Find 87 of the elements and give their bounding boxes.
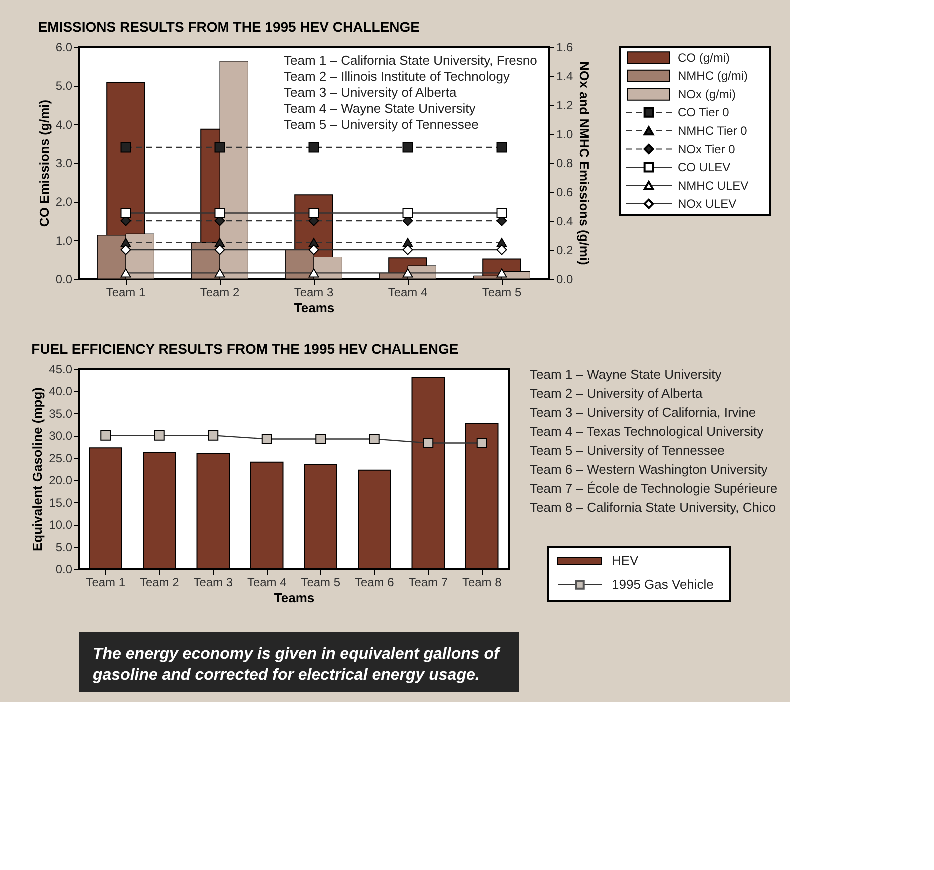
point: [316, 434, 326, 444]
legend-label: NOx (g/mi): [678, 87, 736, 102]
y-tick-label: 0.0: [56, 272, 73, 286]
y2-tick-label: 0.0: [556, 272, 574, 286]
y2-tick-label: 0.2: [556, 244, 574, 258]
annotation: Team 2 – Illinois Institute of Technology: [284, 69, 510, 84]
x-tick-label: Team 5: [301, 576, 341, 590]
legend-label: CO ULEV: [678, 160, 731, 175]
x-tick-label: Team 3: [194, 576, 234, 590]
y-tick-label: 1.0: [56, 234, 73, 248]
y2-tick-label: 0.6: [556, 186, 574, 200]
y2-axis-title: NOx and NMHC Emissions (g/mi): [577, 62, 592, 266]
y-tick-label: 5.0: [56, 79, 73, 94]
point: [308, 268, 320, 278]
text: Team 2 – University of Alberta: [530, 386, 704, 401]
y-tick-label: 0.0: [56, 562, 73, 576]
legend-label: NMHC (g/mi): [678, 69, 748, 84]
annotation: Team 1 – California State University, Fresno: [284, 53, 538, 68]
point: [369, 434, 380, 444]
y-tick-label: 20.0: [49, 474, 73, 488]
x-axis-title: Teams: [274, 590, 315, 606]
x-tick-label: Team 2: [140, 576, 180, 590]
y-tick-label: 30.0: [49, 429, 73, 444]
x-tick-label: Team 5: [482, 286, 522, 300]
point: [154, 430, 165, 441]
annotation: Team 3 – University of Alberta: [284, 85, 458, 100]
x-tick-label: Team 7: [408, 576, 448, 590]
text: The energy economy is given in equivalent gallons of gasoline and corrected for electrical energy usage.: [92, 646, 501, 684]
point: [262, 434, 272, 444]
legend-label: NOx ULEV: [678, 197, 737, 212]
point: [476, 438, 488, 448]
y-tick-label: 2.0: [56, 195, 73, 210]
point: [208, 430, 219, 441]
text: Team 6 – Western Washington University: [530, 462, 768, 477]
y-tick-label: 6.0: [56, 40, 73, 54]
text: Team 7 – École de Technologie Supérieure: [530, 481, 778, 496]
point: [100, 430, 112, 441]
text: Team 1 – Wayne State University: [530, 367, 722, 382]
y-tick-label: 45.0: [49, 362, 73, 376]
legend-label: HEV: [612, 553, 640, 568]
x-tick-label: Team 4: [388, 286, 428, 300]
chart-title: EMISSIONS RESULTS FROM THE 1995 HEV CHALLENGE: [38, 19, 420, 35]
y-tick-label: 40.0: [49, 384, 73, 399]
point: [214, 244, 226, 256]
point: [120, 268, 132, 278]
y-axis-title: Equivalent Gasoline (mpg): [30, 388, 46, 552]
legend-label: CO Tier 0: [678, 106, 730, 120]
y2-tick-label: 1.6: [556, 40, 574, 54]
x-tick-label: Team 3: [294, 286, 334, 300]
y2-tick-label: 1.2: [556, 98, 574, 112]
y2-tick-label: 0.4: [556, 214, 574, 228]
y-tick-label: 3.0: [56, 156, 73, 170]
y-tick-label: 35.0: [49, 406, 73, 421]
y2-tick-label: 0.8: [556, 156, 574, 170]
chart-title: FUEL EFFICIENCY RESULTS FROM THE 1995 HEV CHALLENGE: [32, 341, 459, 357]
text: Team 4 – Texas Technological University: [530, 424, 764, 439]
y-tick-label: 4.0: [56, 118, 73, 132]
legend-label: 1995 Gas Vehicle: [612, 577, 714, 592]
legend-label: NMHC Tier 0: [678, 124, 748, 138]
point: [120, 244, 132, 256]
x-tick-label: Team 2: [200, 286, 240, 300]
text: Team 5 – University of Tennessee: [530, 443, 725, 458]
annotation: Team 5 – University of Tennessee: [284, 117, 479, 132]
y-axis-title: CO Emissions (g/mi): [36, 100, 52, 228]
text: Team 3 – University of California, Irvine: [530, 405, 756, 420]
legend-label: CO (g/mi): [678, 50, 730, 65]
x-tick-label: Team 4: [247, 576, 288, 590]
text: Team 8 – California State University, Chico: [530, 500, 776, 515]
x-tick-label: Team 1: [86, 576, 126, 590]
x-tick-label: Team 6: [354, 576, 395, 590]
legend-label: NMHC ULEV: [678, 178, 749, 193]
y2-tick-label: 1.4: [556, 70, 574, 84]
y-tick-label: 10.0: [49, 518, 73, 532]
annotation: Team 4 – Wayne State University: [284, 101, 476, 116]
y-tick-label: 25.0: [49, 451, 73, 466]
y-tick-label: 5.0: [56, 540, 73, 554]
point: [423, 438, 434, 448]
point: [496, 268, 508, 278]
y2-tick-label: 1.0: [556, 128, 574, 142]
point: [214, 268, 226, 278]
legend-label: NOx Tier 0: [678, 142, 736, 156]
x-tick-label: Team 8: [462, 576, 502, 590]
x-axis-title: Teams: [294, 300, 335, 316]
x-tick-label: Team 1: [106, 286, 146, 300]
point: [402, 268, 414, 278]
point: [308, 244, 320, 256]
y-tick-label: 15.0: [49, 496, 73, 510]
